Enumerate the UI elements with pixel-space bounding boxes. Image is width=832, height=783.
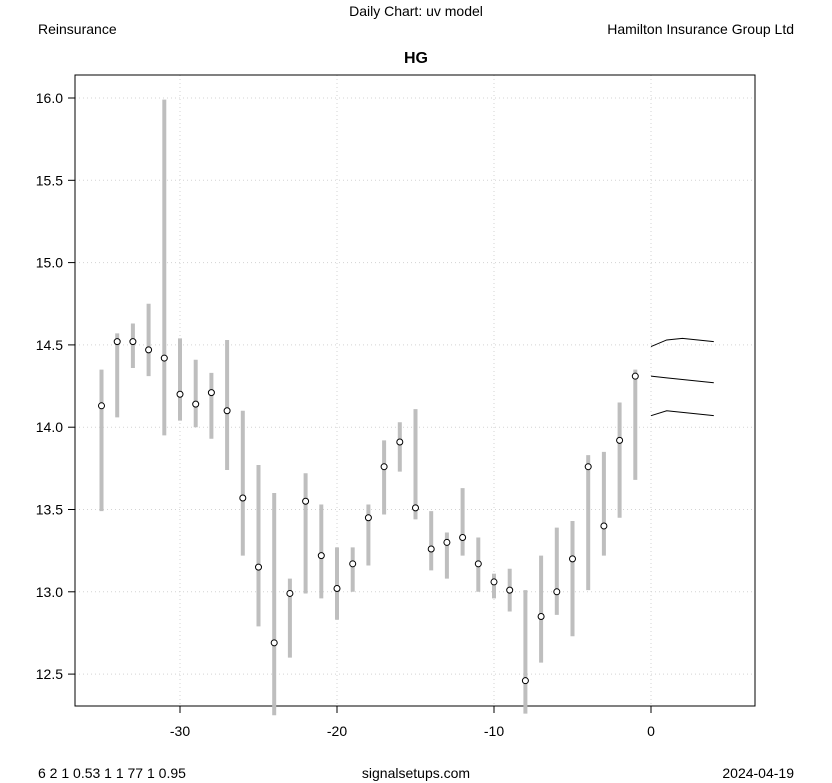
forecast-line-mid: [650, 375, 714, 384]
close-point: [192, 400, 200, 408]
y-tick-label: 16.0: [36, 90, 63, 106]
close-point: [364, 514, 372, 522]
forecast-line-upper: [650, 337, 714, 348]
y-tick-label: 15.5: [36, 172, 63, 188]
company-label: Hamilton Insurance Group Ltd: [607, 21, 794, 37]
forecast-line-lower: [650, 410, 714, 417]
close-point: [207, 389, 215, 397]
chart-title: HG: [404, 50, 428, 67]
close-point: [537, 612, 545, 620]
close-point: [176, 390, 184, 398]
close-point: [474, 560, 482, 568]
close-point: [333, 585, 341, 593]
close-point: [98, 402, 105, 410]
y-tick-label: 14.5: [36, 337, 63, 353]
top-title: Daily Chart: uv model: [349, 3, 483, 19]
close-point: [631, 372, 639, 380]
close-point: [616, 436, 624, 444]
close-point: [506, 586, 514, 594]
close-point: [427, 545, 435, 553]
close-point: [302, 497, 310, 505]
close-point: [223, 407, 231, 415]
close-point: [160, 354, 168, 362]
close-point: [239, 494, 247, 502]
close-point: [443, 538, 451, 546]
x-tick-label: -30: [170, 723, 190, 739]
close-point: [113, 338, 121, 346]
x-tick-label: -20: [327, 723, 347, 739]
close-point: [600, 522, 608, 530]
x-tick-label: 0: [647, 723, 655, 739]
close-point: [553, 588, 561, 596]
close-point: [286, 589, 294, 597]
close-point: [380, 463, 388, 471]
close-point: [255, 563, 262, 571]
footer-date: 2024-04-19: [722, 765, 794, 781]
x-tick-label: -10: [484, 723, 504, 739]
close-point: [459, 533, 467, 541]
y-tick-label: 15.0: [36, 255, 63, 271]
close-point: [129, 338, 137, 346]
y-tick-label: 13.0: [36, 584, 63, 600]
footer-site: signalsetups.com: [361, 765, 471, 781]
close-point: [270, 639, 278, 647]
close-point: [569, 555, 576, 563]
close-point: [349, 560, 357, 568]
y-tick-label: 14.0: [36, 419, 63, 435]
close-point: [412, 504, 419, 512]
plot-frame: [74, 74, 756, 707]
close-point: [317, 552, 325, 560]
close-point: [145, 346, 153, 354]
y-tick-label: 13.5: [36, 502, 63, 518]
footer-params: 6 2 1 0.53 1 1 77 1 0.95: [38, 765, 186, 781]
y-tick-label: 12.5: [36, 666, 63, 682]
close-point: [584, 463, 592, 471]
sector-label: Reinsurance: [38, 21, 117, 37]
close-point: [396, 438, 404, 446]
close-point: [521, 677, 529, 685]
close-point: [490, 578, 498, 586]
